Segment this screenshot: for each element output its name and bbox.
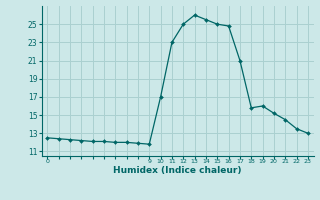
X-axis label: Humidex (Indice chaleur): Humidex (Indice chaleur) bbox=[113, 166, 242, 175]
